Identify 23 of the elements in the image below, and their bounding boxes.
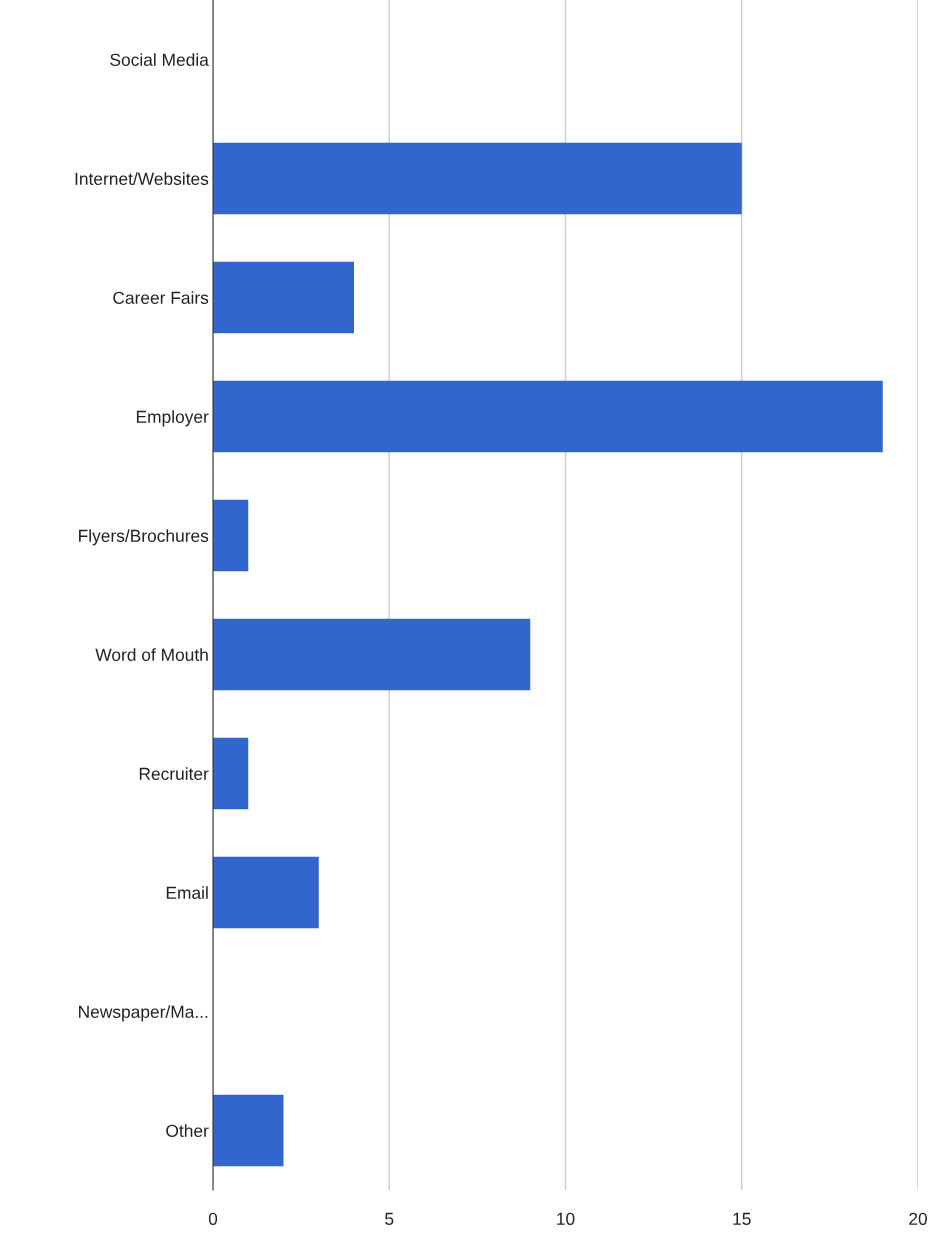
y-tick-label: Employer (136, 410, 209, 427)
y-tick-label: Career Fairs (113, 291, 209, 304)
bar (213, 142, 742, 215)
bar (213, 856, 319, 929)
bar (213, 1094, 284, 1167)
bar (213, 618, 531, 691)
x-tick-label: 0 (208, 1212, 218, 1225)
y-tick-label: Social Media (110, 53, 209, 66)
bar (213, 737, 249, 810)
y-tick-label: Internet/Websites (75, 172, 209, 185)
y-tick-label: Word of Mouth (95, 648, 208, 661)
x-tick-label: 5 (385, 1212, 394, 1225)
x-tick-label: 20 (909, 1212, 927, 1225)
bar (213, 499, 249, 572)
bar (213, 380, 883, 453)
y-tick-label: Flyers/Brochures (79, 529, 209, 546)
x-tick-label: 15 (733, 1212, 751, 1225)
y-tick-label: Other (166, 1124, 209, 1137)
x-tick-label: 10 (557, 1212, 575, 1225)
bar (213, 261, 354, 334)
y-tick-label: Newspaper/Ma... (79, 1005, 208, 1022)
y-tick-label: Email (166, 886, 208, 899)
y-tick-label: Recruiter (139, 767, 209, 780)
